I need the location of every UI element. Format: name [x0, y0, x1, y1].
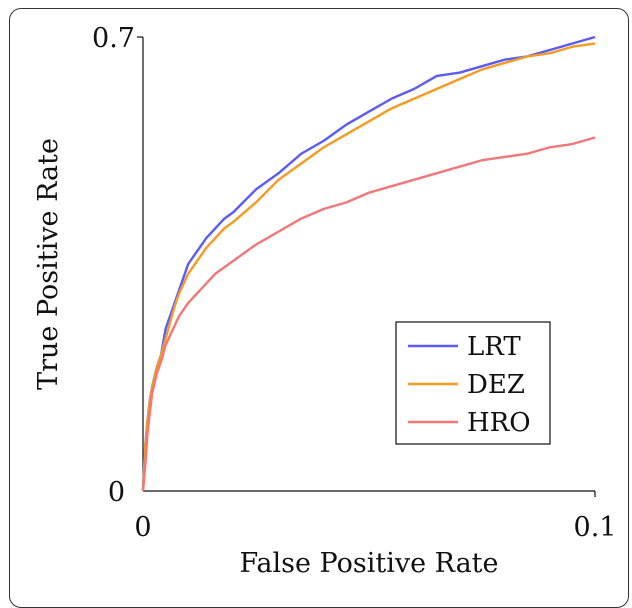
legend-label-dez: DEZ: [467, 370, 525, 400]
series-layer: [141, 35, 596, 492]
x-tick-label-max: 0.1: [574, 512, 617, 543]
axes: [137, 36, 596, 497]
series-line-dez: [141, 42, 596, 492]
legend: LRT DEZ HRO: [395, 321, 551, 445]
x-axis-label: False Positive Rate: [239, 548, 498, 577]
x-tick-label-min: 0: [134, 512, 151, 543]
y-tick-label-max: 0.7: [92, 23, 135, 54]
chart-frame: 0 0.7 0 0.1 False Positive Rate True Pos…: [9, 8, 629, 608]
roc-chart: 0 0.7 0 0.1 False Positive Rate True Pos…: [33, 23, 617, 577]
legend-label-lrt: LRT: [467, 332, 521, 362]
legend-label-hro: HRO: [467, 408, 531, 438]
y-tick-label-min: 0: [108, 477, 125, 508]
series-line-hro: [141, 136, 596, 492]
y-axis-label: True Positive Rate: [33, 138, 64, 390]
